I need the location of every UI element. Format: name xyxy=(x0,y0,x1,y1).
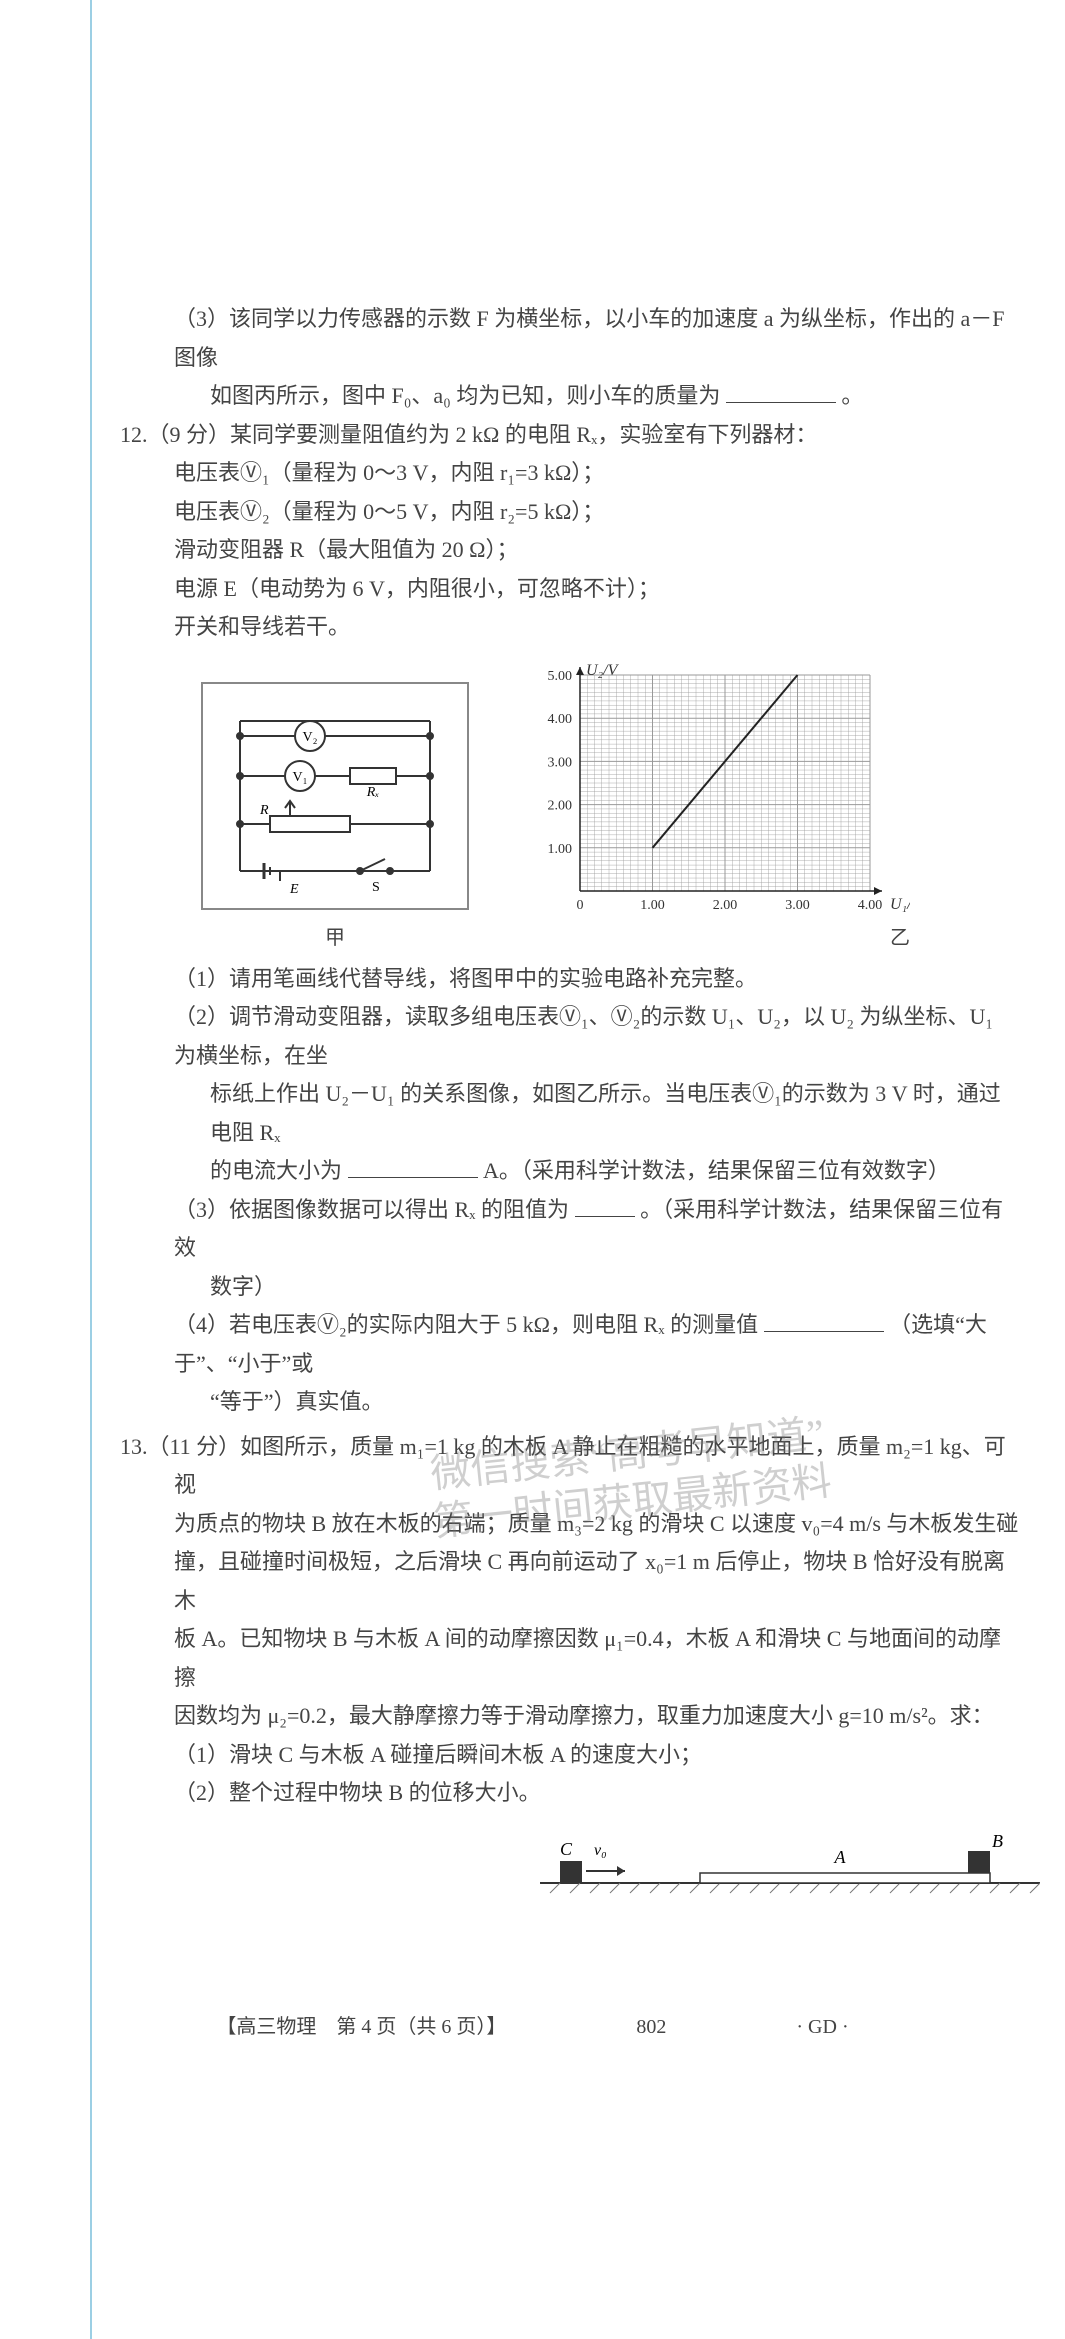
q12-p4a: （4）若电压表Ⓥ₂的实际内阻大于 5 kΩ，则电阻 Rₓ 的测量值 （选填“大于… xyxy=(120,1306,1020,1383)
block-svg: C v₀ A B xyxy=(540,1833,1040,1903)
q12-p2a: （2）调节滑动变阻器，读取多组电压表Ⓥ₁、Ⓥ₂的示数 U₁、U₂，以 U₂ 为纵… xyxy=(120,998,1020,1075)
footer-right: · GD · xyxy=(796,2016,848,2038)
q12-p2c-prefix: 的电流大小为 xyxy=(210,1158,342,1183)
q12-p3-blank xyxy=(575,1198,635,1217)
q12-item-1: 电压表Ⓥ₂（量程为 0～5 V，内阻 r₂=5 kΩ）； xyxy=(120,493,1020,532)
plank-a-label: A xyxy=(834,1847,847,1867)
q12-p4-blank xyxy=(764,1313,884,1332)
svg-text:3.00: 3.00 xyxy=(548,755,573,770)
q13-stem-3: 板 A。已知物块 B 与木板 A 间的动摩擦因数 μ₁=0.4，木板 A 和滑块… xyxy=(120,1620,1020,1697)
q13-number: 13. xyxy=(120,1434,148,1459)
q13-stem-2: 撞，且碰撞时间极短，之后滑块 C 再向前运动了 x₀=1 m 后停止，物块 B … xyxy=(120,1543,1020,1620)
q12-p1: （1）请用笔画线代替导线，将图甲中的实验电路补充完整。 xyxy=(120,960,1020,999)
circuit-border xyxy=(202,683,468,909)
left-margin-line xyxy=(90,0,92,2339)
graph-wrapper: 0 1.00 2.00 3.00 4.00 1.00 2.00 3.00 4.00 5.00 U₁/… xyxy=(530,661,930,956)
q11-part3-line2: 如图丙所示，图中 F₀、a₀ 均为已知，则小车的质量为 。 xyxy=(120,377,1020,416)
q13-stem-0: （11 分）如图所示，质量 m₁=1 kg 的木板 A 静止在粗糙的水平地面上，… xyxy=(148,1434,1006,1498)
plank-a-rect xyxy=(700,1873,990,1883)
svg-text:1.00: 1.00 xyxy=(548,841,573,856)
footer: 【高三物理 第 4 页（共 6 页）】 802 · GD · xyxy=(0,2010,1065,2039)
svg-text:1.00: 1.00 xyxy=(640,898,665,913)
block-diagram: C v₀ A B xyxy=(540,1833,1040,1903)
q12-p2b: 标纸上作出 U₂－U₁ 的关系图像，如图乙所示。当电压表Ⓥ₁的示数为 3 V 时… xyxy=(120,1075,1020,1152)
svg-text:U₁/V: U₁/V xyxy=(890,896,910,913)
q12-p4a-prefix: （4）若电压表Ⓥ₂的实际内阻大于 5 kΩ，则电阻 Rₓ 的测量值 xyxy=(174,1312,758,1337)
q13-stem-1: 为质点的物块 B 放在木板的右端；质量 m₃=2 kg 的滑块 C 以速度 v₀… xyxy=(120,1505,1020,1544)
q12-p3-prefix: （3）依据图像数据可以得出 Rₓ 的阻值为 xyxy=(174,1197,569,1222)
q12-p4b: “等于”）真实值。 xyxy=(120,1383,1020,1422)
content-area: （3）该同学以力传感器的示数 F 为横坐标，以小车的加速度 a 为纵坐标，作出的… xyxy=(120,300,1020,1903)
svg-text:5.00: 5.00 xyxy=(548,669,573,684)
svg-text:2.00: 2.00 xyxy=(548,798,573,813)
q12-p2c-suffix: A。（采用科学计数法，结果保留三位有效数字） xyxy=(483,1158,950,1183)
circuit-label-v2: V₂ xyxy=(303,730,318,745)
q13-part1: （1）滑块 C 与木板 A 碰撞后瞬间木板 A 的速度大小； xyxy=(120,1736,1020,1775)
block-c-rect xyxy=(560,1861,582,1883)
footer-center: 【高三物理 第 4 页（共 6 页）】 xyxy=(216,2016,506,2038)
block-b-label: B xyxy=(992,1833,1003,1851)
svg-text:3.00: 3.00 xyxy=(785,898,810,913)
q12-number: 12. xyxy=(120,422,148,447)
figure-row: V₂ V₁ Rₓ R E S 甲 0 1.00 2.00 3.00 4.00 1.00 2.… xyxy=(200,661,1020,956)
q11-part3-line2-prefix: 如图丙所示，图中 F₀、a₀ 均为已知，则小车的质量为 xyxy=(210,383,720,408)
graph-figure: 0 1.00 2.00 3.00 4.00 1.00 2.00 3.00 4.00 5.00 U₁/… xyxy=(530,661,910,921)
circuit-svg: V₂ V₁ Rₓ R E S xyxy=(200,681,470,911)
block-c-label: C xyxy=(560,1839,573,1859)
circuit-label-e: E xyxy=(289,882,299,897)
svg-text:2.00: 2.00 xyxy=(713,898,738,913)
page: （3）该同学以力传感器的示数 F 为横坐标，以小车的加速度 a 为纵坐标，作出的… xyxy=(0,0,1065,2339)
q12-item-3: 电源 E（电动势为 6 V，内阻很小，可忽略不计）； xyxy=(120,570,1020,609)
ground-hatch xyxy=(540,1883,1040,1893)
svg-text:U₂/V: U₂/V xyxy=(586,662,620,679)
v0-label: v₀ xyxy=(594,1842,607,1859)
block-b-rect xyxy=(968,1851,990,1873)
circuit-label-r: R xyxy=(259,803,269,818)
footer-code: 802 xyxy=(636,2016,666,2038)
graph-caption: 乙 xyxy=(530,921,930,956)
q12-stem-text: （9 分）某同学要测量阻值约为 2 kΩ 的电阻 Rₓ，实验室有下列器材： xyxy=(148,422,818,447)
circuit-label-rx: Rₓ xyxy=(366,785,380,800)
graph-svg: 0 1.00 2.00 3.00 4.00 1.00 2.00 3.00 4.00 5.00 U₁/… xyxy=(530,661,910,921)
svg-text:4.00: 4.00 xyxy=(858,898,883,913)
q12-item-0: 电压表Ⓥ₁（量程为 0～3 V，内阻 r₁=3 kΩ）； xyxy=(120,454,1020,493)
q12-item-2: 滑动变阻器 R（最大阻值为 20 Ω）； xyxy=(120,531,1020,570)
q11-part3-line2-suffix: 。 xyxy=(841,383,863,408)
circuit-label-s: S xyxy=(372,880,380,895)
q12-p3: （3）依据图像数据可以得出 Rₓ 的阻值为 。（采用科学计数法，结果保留三位有效 xyxy=(120,1191,1020,1268)
q13-part2: （2）整个过程中物块 B 的位移大小。 xyxy=(120,1774,1020,1813)
svg-text:4.00: 4.00 xyxy=(548,712,573,727)
q11-part3-line1: （3）该同学以力传感器的示数 F 为横坐标，以小车的加速度 a 为纵坐标，作出的… xyxy=(120,300,1020,377)
q12-p2c-blank xyxy=(348,1159,478,1178)
circuit-label-v1: V₁ xyxy=(293,770,308,785)
q12-item-4: 开关和导线若干。 xyxy=(120,608,1020,647)
q13-stem-4: 因数均为 μ₂=0.2，最大静摩擦力等于滑动摩擦力，取重力加速度大小 g=10 … xyxy=(120,1697,1020,1736)
v0-arrow-head xyxy=(617,1866,625,1876)
q12-p2c: 的电流大小为 A。（采用科学计数法，结果保留三位有效数字） xyxy=(120,1152,1020,1191)
q12-stem: 12.（9 分）某同学要测量阻值约为 2 kΩ 的电阻 Rₓ，实验室有下列器材： xyxy=(120,416,1020,455)
circuit-figure: V₂ V₁ Rₓ R E S xyxy=(200,681,470,921)
svg-text:0: 0 xyxy=(577,898,584,913)
q12-parts-container: （1）请用笔画线代替导线，将图甲中的实验电路补充完整。 （2）调节滑动变阻器，读… xyxy=(120,960,1020,1422)
circuit-caption: 甲 xyxy=(200,921,470,956)
q12-p3-line2: 数字） xyxy=(120,1268,1020,1307)
q13-stem-line0: 13.（11 分）如图所示，质量 m₁=1 kg 的木板 A 静止在粗糙的水平地… xyxy=(120,1428,1020,1505)
q11-part3-blank xyxy=(726,384,836,403)
circuit-wrapper: V₂ V₁ Rₓ R E S 甲 xyxy=(200,681,470,956)
